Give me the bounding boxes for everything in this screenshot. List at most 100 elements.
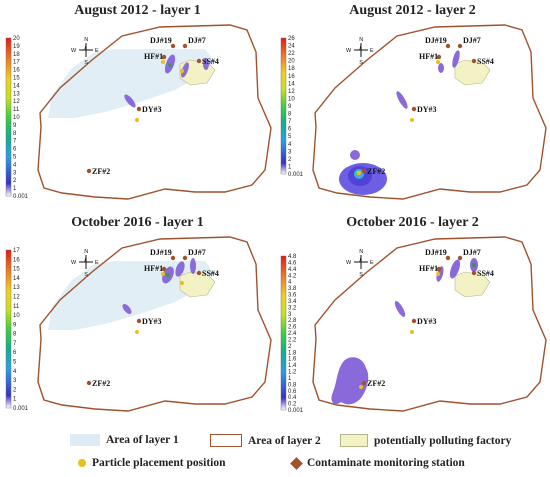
monitoring-stations xyxy=(361,43,477,174)
svg-text:W: W xyxy=(346,48,352,54)
label-dj7: DJ#7 xyxy=(463,248,481,257)
map-panel-oct2016-layer1: October 2016 - layer 1 DJ#19 DJ#7 HF#1 xyxy=(0,212,275,424)
colorbar-tick-label: 0.001 xyxy=(288,172,304,178)
colorbar-tick-label: 4 xyxy=(288,142,292,148)
colorbar-tick-label: 1 xyxy=(13,186,17,192)
label-dj19: DJ#19 xyxy=(425,36,447,45)
colorbar-tick-label: 1.4 xyxy=(288,363,297,369)
colorbar-tick-label: 16 xyxy=(13,257,20,263)
legend-factory-label: potentially polluting factory xyxy=(374,434,512,447)
layer1-area xyxy=(48,261,215,330)
particle-positions xyxy=(135,60,184,122)
colorbar-tick-label: 4 xyxy=(13,369,17,375)
colorbar-tick-label: 8 xyxy=(288,112,292,118)
layer2-boundary xyxy=(312,236,547,412)
colorbar-tick-label: 2.6 xyxy=(288,325,297,331)
label-hf1: HF#1 xyxy=(144,52,163,61)
colorbar-tick-label: 12 xyxy=(13,99,20,105)
svg-text:E: E xyxy=(370,48,374,54)
colorbar-tick-label: 14 xyxy=(13,276,20,282)
colorbar-tick-label: 4 xyxy=(288,280,292,286)
colorbar-tick-label: 0.001 xyxy=(288,408,304,414)
station-dj19 xyxy=(170,255,176,261)
colorbar-tick-label: 7 xyxy=(288,119,292,125)
label-dj19: DJ#19 xyxy=(150,248,172,257)
colorbar-tick-label: 1.8 xyxy=(288,350,297,356)
colorbar-tick-label: 4 xyxy=(13,162,17,168)
station-dj19 xyxy=(170,43,176,49)
pollutant-plumes xyxy=(339,50,460,195)
label-dj7: DJ#7 xyxy=(188,36,206,45)
colorbar-tick-label: 3 xyxy=(288,312,292,318)
colorbar-tick-label: 2.4 xyxy=(288,331,297,337)
station-dy3 xyxy=(411,318,417,324)
svg-text:S: S xyxy=(359,60,363,66)
label-zf2: ZF#2 xyxy=(367,167,385,176)
station-dj7 xyxy=(457,43,463,49)
svg-text:S: S xyxy=(359,272,363,278)
layer1-swatch xyxy=(70,434,100,446)
colorbar-tick-label: 16 xyxy=(288,74,295,80)
colorbar-tick-label: 0.8 xyxy=(288,382,297,388)
colorbar-tick-label: 19 xyxy=(13,44,20,50)
colorbar-tick-label: 18 xyxy=(288,66,295,72)
factory-area xyxy=(454,271,491,298)
colorbar-tick-label: 2 xyxy=(13,178,17,184)
colorbar-tick-label: 9 xyxy=(13,322,17,328)
station-dj7 xyxy=(182,255,188,261)
colorbar-tick-label: 3 xyxy=(288,149,292,155)
map-canvas: DJ#19 DJ#7 HF#1 SS#4 DY#3 ZF#2 N S E W 1… xyxy=(5,236,272,412)
panel-title: October 2016 - layer 2 xyxy=(346,215,479,230)
label-zf2: ZF#2 xyxy=(92,167,110,176)
colorbar-tick-label: 12 xyxy=(13,294,20,300)
svg-text:W: W xyxy=(71,260,77,266)
colorbar-tick-label: 4.6 xyxy=(288,260,297,266)
particle-positions xyxy=(359,272,440,389)
colorbar-tick-label: 2 xyxy=(288,344,292,350)
label-dy3: DY#3 xyxy=(417,317,437,326)
colorbar-tick-label: 3.4 xyxy=(288,299,297,305)
colorbar-tick-label: 5 xyxy=(13,155,17,161)
colorbar-tick-label: 13 xyxy=(13,91,20,97)
label-ss4: SS#4 xyxy=(477,57,494,66)
particle-positions xyxy=(357,60,440,175)
colorbar-tick-label: 3.2 xyxy=(288,305,297,311)
colorbar-tick-label: 15 xyxy=(13,267,20,273)
station-hf1 xyxy=(161,266,167,272)
label-dj19: DJ#19 xyxy=(150,36,172,45)
colorbar-tick-label: 17 xyxy=(13,60,20,66)
colorbar-tick-label: 6 xyxy=(288,127,292,133)
colorbar-tick-label: 9 xyxy=(13,123,17,129)
colorbar-tick-label: 3 xyxy=(13,378,17,384)
station-dj19 xyxy=(445,43,451,49)
colorbar-tick-label: 0.001 xyxy=(13,406,29,412)
station-dy3 xyxy=(136,106,142,112)
svg-text:N: N xyxy=(359,37,363,43)
particle-positions xyxy=(135,272,184,334)
colorbar: 4.84.64.44.243.83.63.43.232.82.62.42.221… xyxy=(280,254,304,414)
station-dj7 xyxy=(182,43,188,49)
label-hf1: HF#1 xyxy=(419,264,438,273)
particle-swatch xyxy=(78,459,86,467)
colorbar-tick-label: 7 xyxy=(13,139,17,145)
colorbar-tick-label: 10 xyxy=(288,96,295,102)
map-canvas: DJ#19 DJ#7 HF#1 SS#4 DY#3 ZF#2 N S E W 2… xyxy=(280,24,547,200)
colorbar-tick-label: 24 xyxy=(288,44,295,50)
label-zf2: ZF#2 xyxy=(367,379,385,388)
colorbar-tick-label: 2.2 xyxy=(288,337,297,343)
colorbar-tick-label: 11 xyxy=(13,304,20,310)
station-zf2 xyxy=(361,168,367,174)
map-legend: Area of layer 1 Area of layer 2 potentia… xyxy=(0,424,550,477)
factory-swatch xyxy=(340,434,368,447)
svg-text:W: W xyxy=(71,48,77,54)
colorbar-tick-label: 1 xyxy=(288,164,292,170)
legend-particle: Particle placement position xyxy=(78,457,226,469)
station-ss4 xyxy=(196,58,202,64)
station-dj19 xyxy=(445,255,451,261)
colorbar-tick-label: 1.2 xyxy=(288,370,297,376)
layer2-swatch xyxy=(210,434,242,447)
colorbar: 17 16 15 14 13 12 11 10 9 8 7 6 5 4 3 2 1 0.001 xyxy=(5,248,29,412)
legend-particle-label: Particle placement position xyxy=(92,457,226,469)
pollutant-plumes xyxy=(124,54,209,108)
